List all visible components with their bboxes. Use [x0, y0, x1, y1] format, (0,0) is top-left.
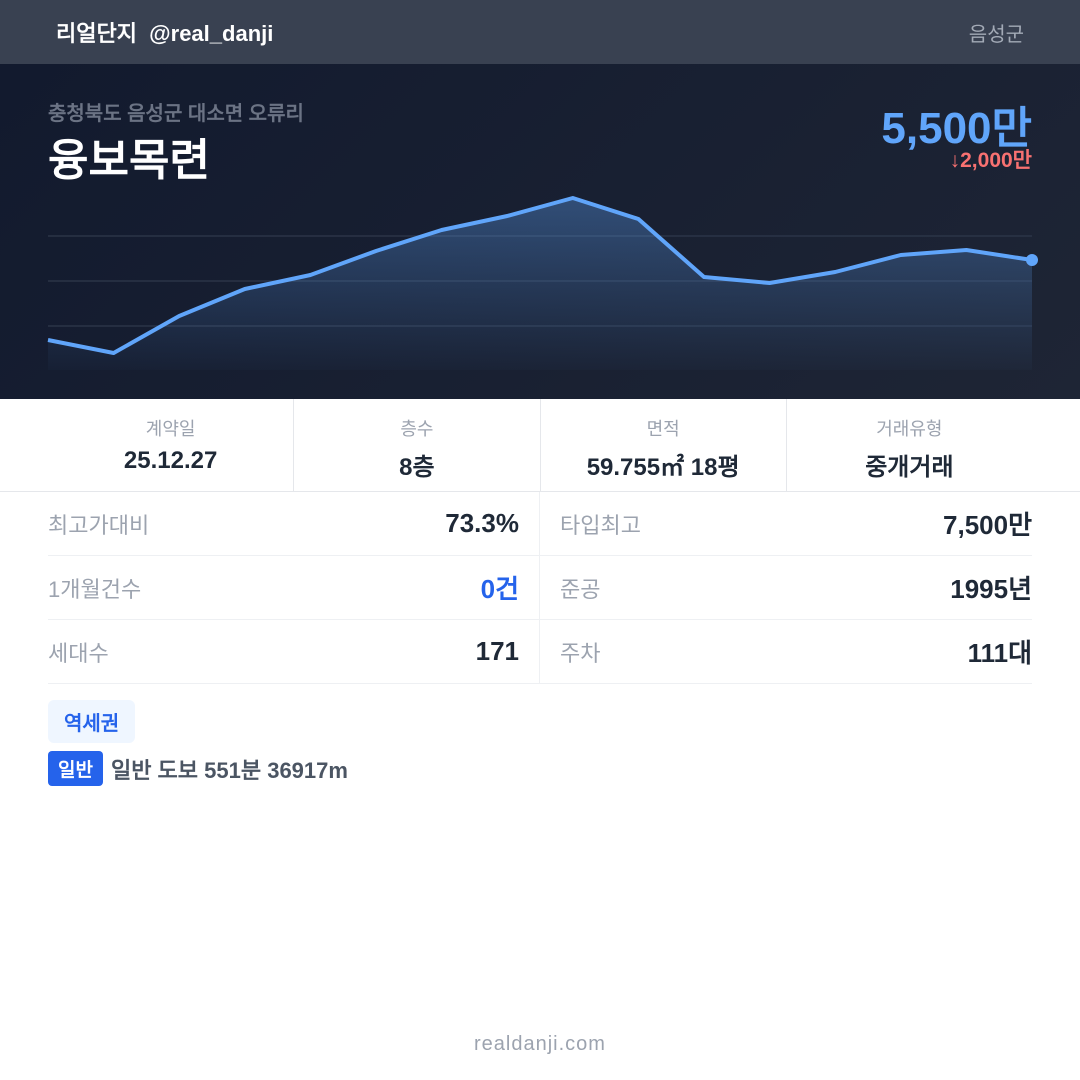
detail-row: 준공 1995년 — [540, 556, 1032, 620]
station-type-badge: 일반 — [48, 751, 103, 786]
chart-line — [47, 196, 1033, 355]
price-chart — [47, 196, 1038, 370]
region-label: 음성군 — [968, 23, 1024, 46]
brand: 리얼단지 @real_danji — [56, 21, 274, 46]
complex-name: 융보목련 — [48, 136, 210, 185]
stats-row: 계약일 25.12.27 층수 8층 면적 59.755㎡ 18평 거래유형 중개거래 — [0, 399, 1080, 492]
station-distance: 일반 도보 551분 36917m — [110, 757, 348, 783]
station-area-tag: 역세권 — [48, 700, 136, 743]
stat-trade-type: 거래유형 중개거래 — [865, 419, 954, 481]
stat-contract-date: 계약일 25.12.27 — [48, 399, 295, 491]
stat-area: 면적 59.755㎡ 18평 — [541, 399, 787, 491]
detail-row: 타입최고 7,500만 — [540, 492, 1032, 556]
stat-floor: 층수 8층 — [294, 399, 541, 491]
price: 5,500만 — [881, 104, 1032, 153]
chart-area — [48, 198, 1032, 370]
detail-row: 최고가대비 73.3% — [48, 492, 540, 556]
last-point — [1026, 254, 1038, 266]
station-info: 일반 일반 도보 551분 36917m — [48, 751, 348, 786]
top-bar: 리얼단지 @real_danji 음성군 — [0, 0, 1080, 64]
details-grid: 최고가대비 73.3% 타입최고 7,500만 1개월건수 0건 준공 1995년 세대… — [48, 492, 1032, 684]
footer-url: realdanji.com — [474, 1033, 606, 1055]
price-change: ↓2,000만 — [949, 149, 1032, 172]
hero: 충청북도 음성군 대소면 오류리 융보목련 5,500만 ↓2,000만 — [0, 64, 1080, 399]
detail-row: 1개월건수 0건 — [48, 556, 540, 620]
detail-row: 주차 111대 — [540, 620, 1032, 684]
address: 충청북도 음성군 대소면 오류리 — [48, 103, 304, 125]
detail-row: 세대수 171 — [48, 620, 540, 684]
